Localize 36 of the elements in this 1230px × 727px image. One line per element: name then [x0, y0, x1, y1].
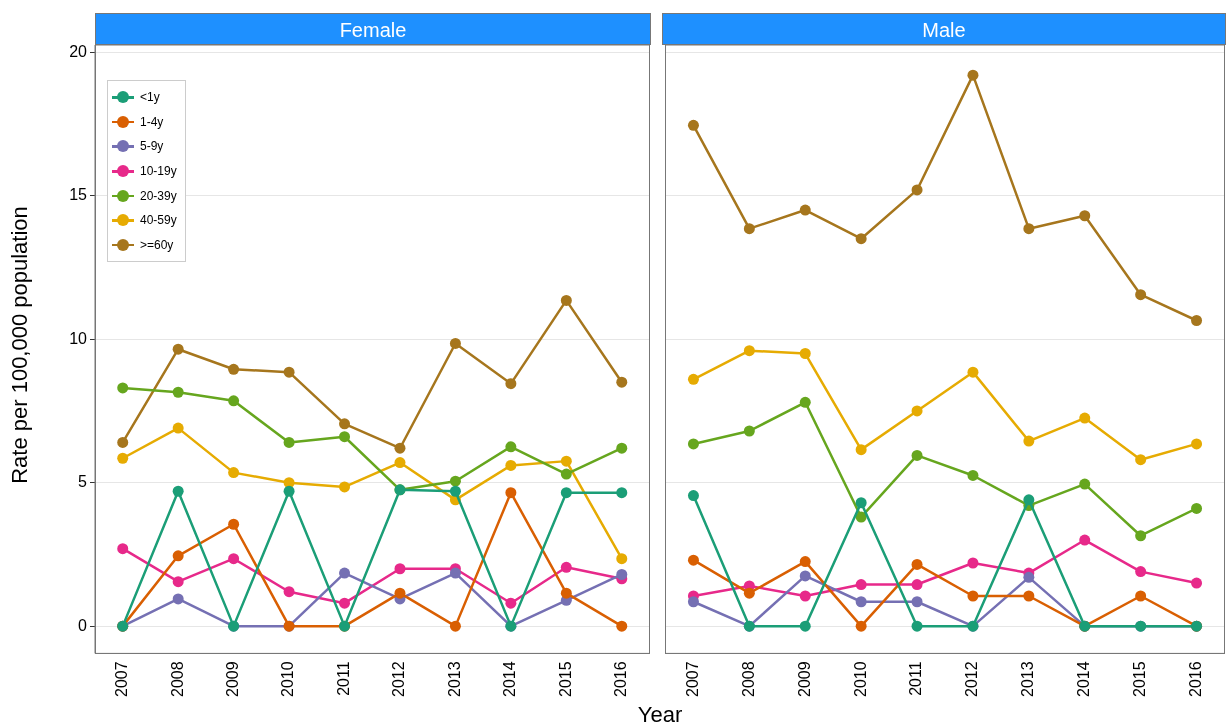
- y-axis-title: Rate per 100,000 population: [7, 206, 33, 484]
- y-tick-label: 10: [69, 329, 88, 347]
- legend-label: 5-9y: [140, 139, 164, 154]
- x-tick-label: 2013: [1019, 661, 1037, 697]
- chart-title: Female: [95, 13, 651, 45]
- x-tick-label: 2010: [279, 661, 297, 697]
- x-tick-label: 2016: [1186, 661, 1204, 697]
- x-tick-label: 2007: [683, 661, 701, 697]
- x-tick-label: 2015: [1131, 661, 1149, 697]
- legend-label: >=60y: [140, 237, 174, 252]
- x-tick-label: 2012: [390, 661, 408, 697]
- y-tick-label: 5: [78, 473, 88, 491]
- x-tick-label: 2016: [612, 661, 630, 697]
- x-tick-label: 2013: [445, 661, 463, 697]
- x-tick-label: 2008: [168, 661, 186, 697]
- x-tick-label: 2015: [556, 661, 574, 697]
- x-tick-label: 2011: [334, 661, 352, 696]
- legend-label: 1-4y: [140, 114, 164, 129]
- chart-title: Male: [662, 13, 1226, 45]
- legend-label: 20-39y: [140, 188, 177, 203]
- x-tick-label: 2009: [224, 661, 242, 697]
- x-tick-label: 2011: [907, 661, 925, 696]
- y-tick-label: 20: [69, 42, 88, 60]
- x-axis-title: Year: [636, 702, 684, 727]
- x-tick-label: 2010: [851, 661, 869, 697]
- x-tick-label: 2007: [113, 661, 131, 697]
- x-tick-label: 2008: [739, 661, 757, 697]
- x-tick-label: 2014: [1075, 661, 1093, 697]
- legend-label: <1y: [140, 90, 160, 105]
- y-tick-label: 0: [78, 616, 88, 634]
- x-tick-label: 2014: [501, 661, 519, 697]
- y-tick-label: 15: [69, 186, 88, 204]
- legend-label: 10-19y: [140, 164, 177, 179]
- x-tick-label: 2009: [795, 661, 813, 697]
- legend-label: 40-59y: [140, 213, 177, 228]
- x-tick-label: 2012: [963, 661, 981, 697]
